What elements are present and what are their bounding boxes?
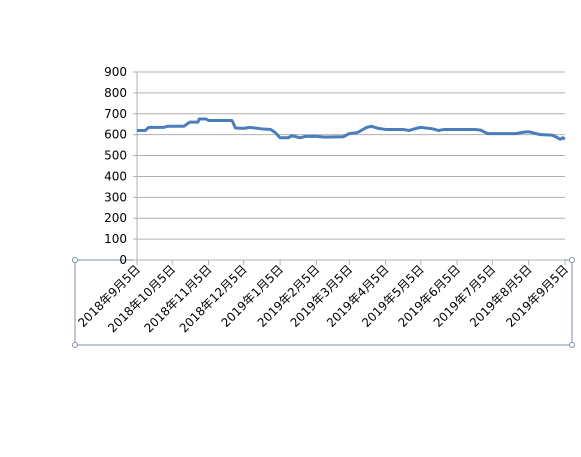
y-tick-label: 800: [104, 86, 127, 100]
y-tick-label: 400: [104, 169, 127, 183]
y-tick-label: 100: [104, 232, 127, 246]
y-tick-label: 0: [119, 253, 127, 267]
frame-handles: [72, 257, 575, 348]
y-tick-label: 700: [104, 107, 127, 121]
y-tick-label: 900: [104, 65, 127, 79]
x-tick-label: 2018年9月5日: [75, 262, 143, 330]
x-tick-label: 2019年7月5日: [431, 262, 499, 330]
y-tick-label: 600: [104, 128, 127, 142]
x-tick-label: 2019年5月5日: [359, 262, 427, 330]
y-tick-label: 300: [104, 190, 127, 204]
y-tick-label: 200: [104, 211, 127, 225]
y-tick-label: 500: [104, 149, 127, 163]
line-series: [137, 117, 566, 141]
